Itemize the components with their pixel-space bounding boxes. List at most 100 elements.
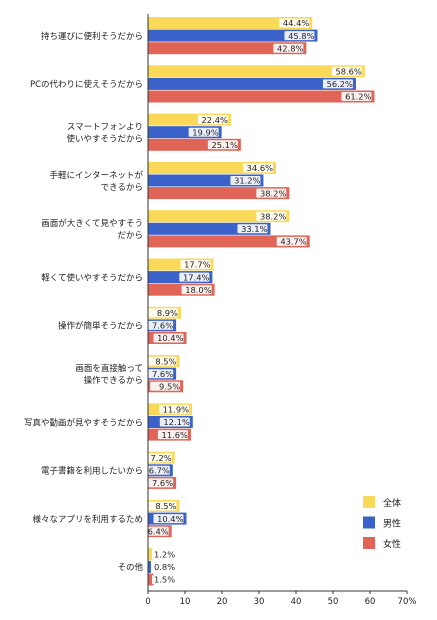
value-label-0-3: 34.6% <box>247 163 273 173</box>
bar-male-1 <box>148 77 356 90</box>
value-label-2-7: 9.5% <box>159 382 180 392</box>
value-label-1-4: 33.1% <box>241 224 267 234</box>
x-tick-label-2: 20 <box>217 597 228 607</box>
value-label-bg-0-10 <box>146 501 177 511</box>
category-labels-layer: 持ち運びに便利そうだから PCの代わりに使えそうだからスマートフォンより使いやすそ… <box>24 31 144 573</box>
value-label-2-3: 38.2% <box>260 188 286 198</box>
value-label-bg-0-6 <box>147 308 178 318</box>
value-label-1-11: 0.8% <box>154 562 175 572</box>
value-label-2-4: 43.7% <box>280 237 306 247</box>
x-tick-label-0: 0 <box>145 597 150 607</box>
value-label-bg-2-0 <box>273 43 304 53</box>
value-label-bg-1-4 <box>237 224 268 234</box>
value-label-bg-2-1 <box>341 92 372 101</box>
value-label-bg-1-9 <box>139 465 170 475</box>
category-label-2-line0: スマートフォンより <box>67 123 143 133</box>
value-label-bg-2-3 <box>256 188 287 198</box>
value-label-bg-2-2 <box>207 140 238 150</box>
bar-male-11 <box>148 560 151 573</box>
x-tick-label-6: 60 <box>365 597 376 607</box>
value-label-2-1: 61.2% <box>345 92 371 102</box>
value-label-0-7: 8.5% <box>155 356 176 366</box>
category-label-4-line0: 画面が大きくて見やすそう <box>41 218 143 229</box>
value-label-bg-0-1 <box>331 66 362 76</box>
legend-swatch-2 <box>363 537 375 549</box>
value-label-bg-1-11 <box>152 562 182 572</box>
value-label-0-1: 58.6% <box>335 67 361 77</box>
value-label-1-6: 7.6% <box>152 321 173 331</box>
category-label-7-line0: 画面を直接触って <box>75 363 143 374</box>
bar-female-3 <box>148 187 290 200</box>
category-label-11: その他 <box>117 562 143 573</box>
value-label-2-9: 7.6% <box>152 478 173 488</box>
category-label-0: 持ち運びに便利そうだから <box>41 31 143 42</box>
value-labels-layer: 44.4% 45.8% 42.8% 58.6% 56.2% 61.2% 22.4% 19.9%… <box>138 18 372 585</box>
value-label-1-1: 56.2% <box>327 79 353 89</box>
legend-label-2: 女性 <box>383 538 401 550</box>
value-label-0-9: 7.2% <box>151 453 172 463</box>
value-label-1-0: 45.8% <box>288 31 314 41</box>
category-label-3-line1: できるから <box>101 183 143 193</box>
value-label-bg-1-3 <box>230 176 261 185</box>
value-label-1-8: 12.1% <box>163 417 189 427</box>
x-tick-label-3: 30 <box>254 597 265 607</box>
category-label-2-line1: 使いやすそうだから <box>66 134 143 145</box>
value-label-bg-1-5 <box>179 272 210 282</box>
category-label-6: 操作が簡単そうだから <box>58 321 143 332</box>
category-label-1: PCの代わりに使えそうだから <box>30 79 143 90</box>
value-label-2-0: 42.8% <box>277 43 303 53</box>
value-label-bg-1-10 <box>153 514 184 524</box>
value-label-bg-1-0 <box>284 31 315 41</box>
value-label-2-2: 25.1% <box>212 140 238 150</box>
value-label-bg-1-1 <box>322 79 353 89</box>
category-label-10: 様々なアプリを利用するため <box>32 514 143 525</box>
value-label-0-6: 8.9% <box>157 308 178 318</box>
category-label-4-line1: だから <box>117 231 143 241</box>
bar-overall-11 <box>148 548 153 561</box>
value-label-bg-2-9 <box>143 478 174 488</box>
value-label-0-10: 8.5% <box>155 501 176 511</box>
value-label-2-5: 18.0% <box>185 285 211 295</box>
x-tick-label-5: 50 <box>328 597 339 607</box>
value-label-bg-0-11 <box>152 549 182 559</box>
value-label-bg-2-4 <box>276 236 307 246</box>
legend-label-1: 男性 <box>383 518 401 530</box>
bar-male-0 <box>148 29 318 42</box>
value-label-bg-2-5 <box>181 285 212 295</box>
value-label-bg-0-7 <box>146 356 177 366</box>
value-label-bg-0-4 <box>256 211 287 221</box>
category-label-7-line1: 操作できるから <box>84 375 143 386</box>
value-label-1-2: 19.9% <box>192 127 218 137</box>
value-label-bg-1-7 <box>143 369 174 379</box>
x-axis-ticks-layer: 0 10 20 30 40 50 60 70% <box>145 591 416 607</box>
bar-female-1 <box>148 90 375 103</box>
bar-overall-1 <box>148 65 365 78</box>
value-label-bg-0-8 <box>159 404 190 414</box>
value-label-1-9: 6.7% <box>149 466 170 476</box>
value-label-0-5: 17.7% <box>184 260 210 270</box>
category-label-9: 電子書籍を利用したいから <box>41 466 143 477</box>
value-label-bg-2-10 <box>138 526 169 536</box>
value-label-0-4: 38.2% <box>260 211 286 221</box>
legend-swatch-1 <box>363 516 375 529</box>
value-label-bg-0-0 <box>279 18 310 28</box>
bar-female-11 <box>148 573 154 586</box>
bar-overall-0 <box>148 17 313 29</box>
legend-swatch-0 <box>363 496 375 508</box>
category-label-8: 写真や動画が見やすそうだから <box>24 417 143 428</box>
value-label-0-2: 22.4% <box>202 115 228 125</box>
value-label-bg-2-7 <box>150 381 181 391</box>
value-label-bg-0-3 <box>243 163 274 173</box>
value-label-1-5: 17.4% <box>183 272 209 282</box>
value-label-bg-2-11 <box>152 575 182 584</box>
value-label-2-6: 10.4% <box>157 333 183 343</box>
value-label-2-10: 6.4% <box>148 526 169 536</box>
value-label-bg-1-8 <box>159 417 190 427</box>
value-label-2-8: 11.6% <box>162 430 188 440</box>
value-label-2-11: 1.5% <box>154 575 175 585</box>
bars-layer <box>148 17 375 586</box>
legend-label-0: 全体 <box>383 497 401 509</box>
value-label-bg-0-9 <box>141 453 172 463</box>
